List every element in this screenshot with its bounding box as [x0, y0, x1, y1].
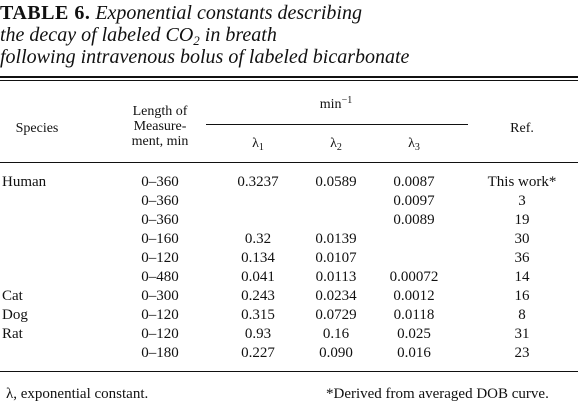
footnote-star: *Derived from averaged DOB curve.	[326, 386, 549, 402]
caption-line-2: the decay of labeled CO2 in breath	[0, 24, 578, 48]
header-min-exp: −1	[341, 95, 353, 106]
cell-ref: 16	[514, 288, 530, 304]
header-lambda-2-sub: 2	[336, 142, 342, 153]
cell-length: 0–120	[141, 307, 179, 323]
header-ref: Ref.	[510, 121, 534, 136]
header-group-rule	[206, 124, 468, 125]
header-lambda-2-base: λ	[330, 136, 337, 151]
table-label: TABLE 6.	[0, 2, 91, 24]
top-rule-thick	[0, 76, 578, 78]
cell-lambda-2: 0.0729	[315, 307, 357, 323]
cell-lambda-3: 0.0089	[393, 212, 435, 228]
footnote-lambda: λ, exponential constant.	[6, 386, 149, 402]
cell-ref: 36	[514, 250, 530, 266]
caption-title-part-2b: in breath	[199, 24, 277, 46]
cell-ref: 8	[518, 307, 526, 323]
cell-ref: This work*	[487, 174, 557, 190]
cell-length: 0–360	[141, 174, 179, 190]
cell-lambda-1: 0.315	[241, 307, 275, 323]
cell-lambda-3: 0.025	[397, 326, 431, 342]
header-length-line-1: Length of	[132, 104, 188, 119]
cell-lambda-2: 0.090	[319, 345, 353, 361]
header-length-line-3: ment, min	[131, 134, 189, 149]
caption-title-part-1: Exponential constants describing	[95, 2, 362, 24]
cell-lambda-1: 0.134	[241, 250, 275, 266]
cell-ref: 31	[514, 326, 530, 342]
header-lambda-3: λ3	[378, 136, 450, 153]
cell-lambda-1: 0.93	[244, 326, 272, 342]
cell-ref: 19	[514, 212, 530, 228]
cell-lambda-3: 0.0097	[393, 193, 435, 209]
caption-line-3: following intravenous bolus of labeled b…	[0, 46, 410, 68]
bottom-rule	[0, 371, 578, 372]
cell-lambda-2: 0.0234	[315, 288, 357, 304]
cell-species: Human	[2, 174, 47, 190]
cell-length: 0–160	[141, 231, 179, 247]
header-min-group: min−1	[222, 95, 450, 113]
caption-title-part-2a: the decay of labeled CO	[0, 24, 194, 46]
cell-ref: 3	[518, 193, 526, 209]
header-lambda-1-base: λ	[252, 136, 259, 151]
cell-length: 0–120	[141, 250, 179, 266]
cell-length: 0–360	[141, 193, 179, 209]
header-species: Species	[15, 121, 59, 136]
cell-lambda-2: 0.0139	[315, 231, 357, 247]
cell-ref: 14	[514, 269, 530, 285]
cell-length: 0–480	[141, 269, 179, 285]
table-caption: TABLE 6. Exponential constants describin…	[0, 2, 578, 68]
cell-lambda-3: 0.016	[397, 345, 431, 361]
cell-lambda-3: 0.00072	[389, 269, 439, 285]
cell-lambda-1: 0.243	[241, 288, 275, 304]
header-lambda-3-base: λ	[408, 136, 415, 151]
cell-species: Dog	[2, 307, 28, 323]
header-bottom-rule	[0, 162, 578, 163]
cell-lambda-1: 0.3237	[237, 174, 279, 190]
cell-lambda-2: 0.16	[322, 326, 350, 342]
header-length: Length of Measure- ment, min	[100, 104, 220, 149]
cell-lambda-1: 0.227	[241, 345, 275, 361]
header-lambda-3-sub: 3	[414, 142, 420, 153]
cell-lambda-3: 0.0118	[393, 307, 435, 323]
cell-lambda-3: 0.0012	[393, 288, 435, 304]
header-length-line-2: Measure-	[133, 119, 187, 134]
cell-species: Rat	[2, 326, 23, 342]
cell-lambda-2: 0.0113	[315, 269, 357, 285]
cell-lambda-1: 0.041	[241, 269, 275, 285]
cell-lambda-2: 0.0107	[315, 250, 357, 266]
cell-species: Cat	[2, 288, 23, 304]
cell-lambda-2: 0.0589	[315, 174, 357, 190]
header-lambda-1: λ1	[222, 136, 294, 153]
cell-length: 0–120	[141, 326, 179, 342]
top-rule-thin	[0, 80, 578, 81]
cell-length: 0–300	[141, 288, 179, 304]
header-min-base: min	[319, 97, 342, 112]
caption-subscript: 2	[193, 33, 200, 48]
caption-line-1: TABLE 6. Exponential constants describin…	[0, 2, 578, 24]
cell-lambda-1: 0.32	[244, 231, 272, 247]
header-lambda-2: λ2	[300, 136, 372, 153]
cell-length: 0–360	[141, 212, 179, 228]
cell-ref: 30	[514, 231, 530, 247]
cell-ref: 23	[514, 345, 530, 361]
header-lambda-1-sub: 1	[258, 142, 264, 153]
cell-length: 0–180	[141, 345, 179, 361]
cell-lambda-3: 0.0087	[393, 174, 435, 190]
